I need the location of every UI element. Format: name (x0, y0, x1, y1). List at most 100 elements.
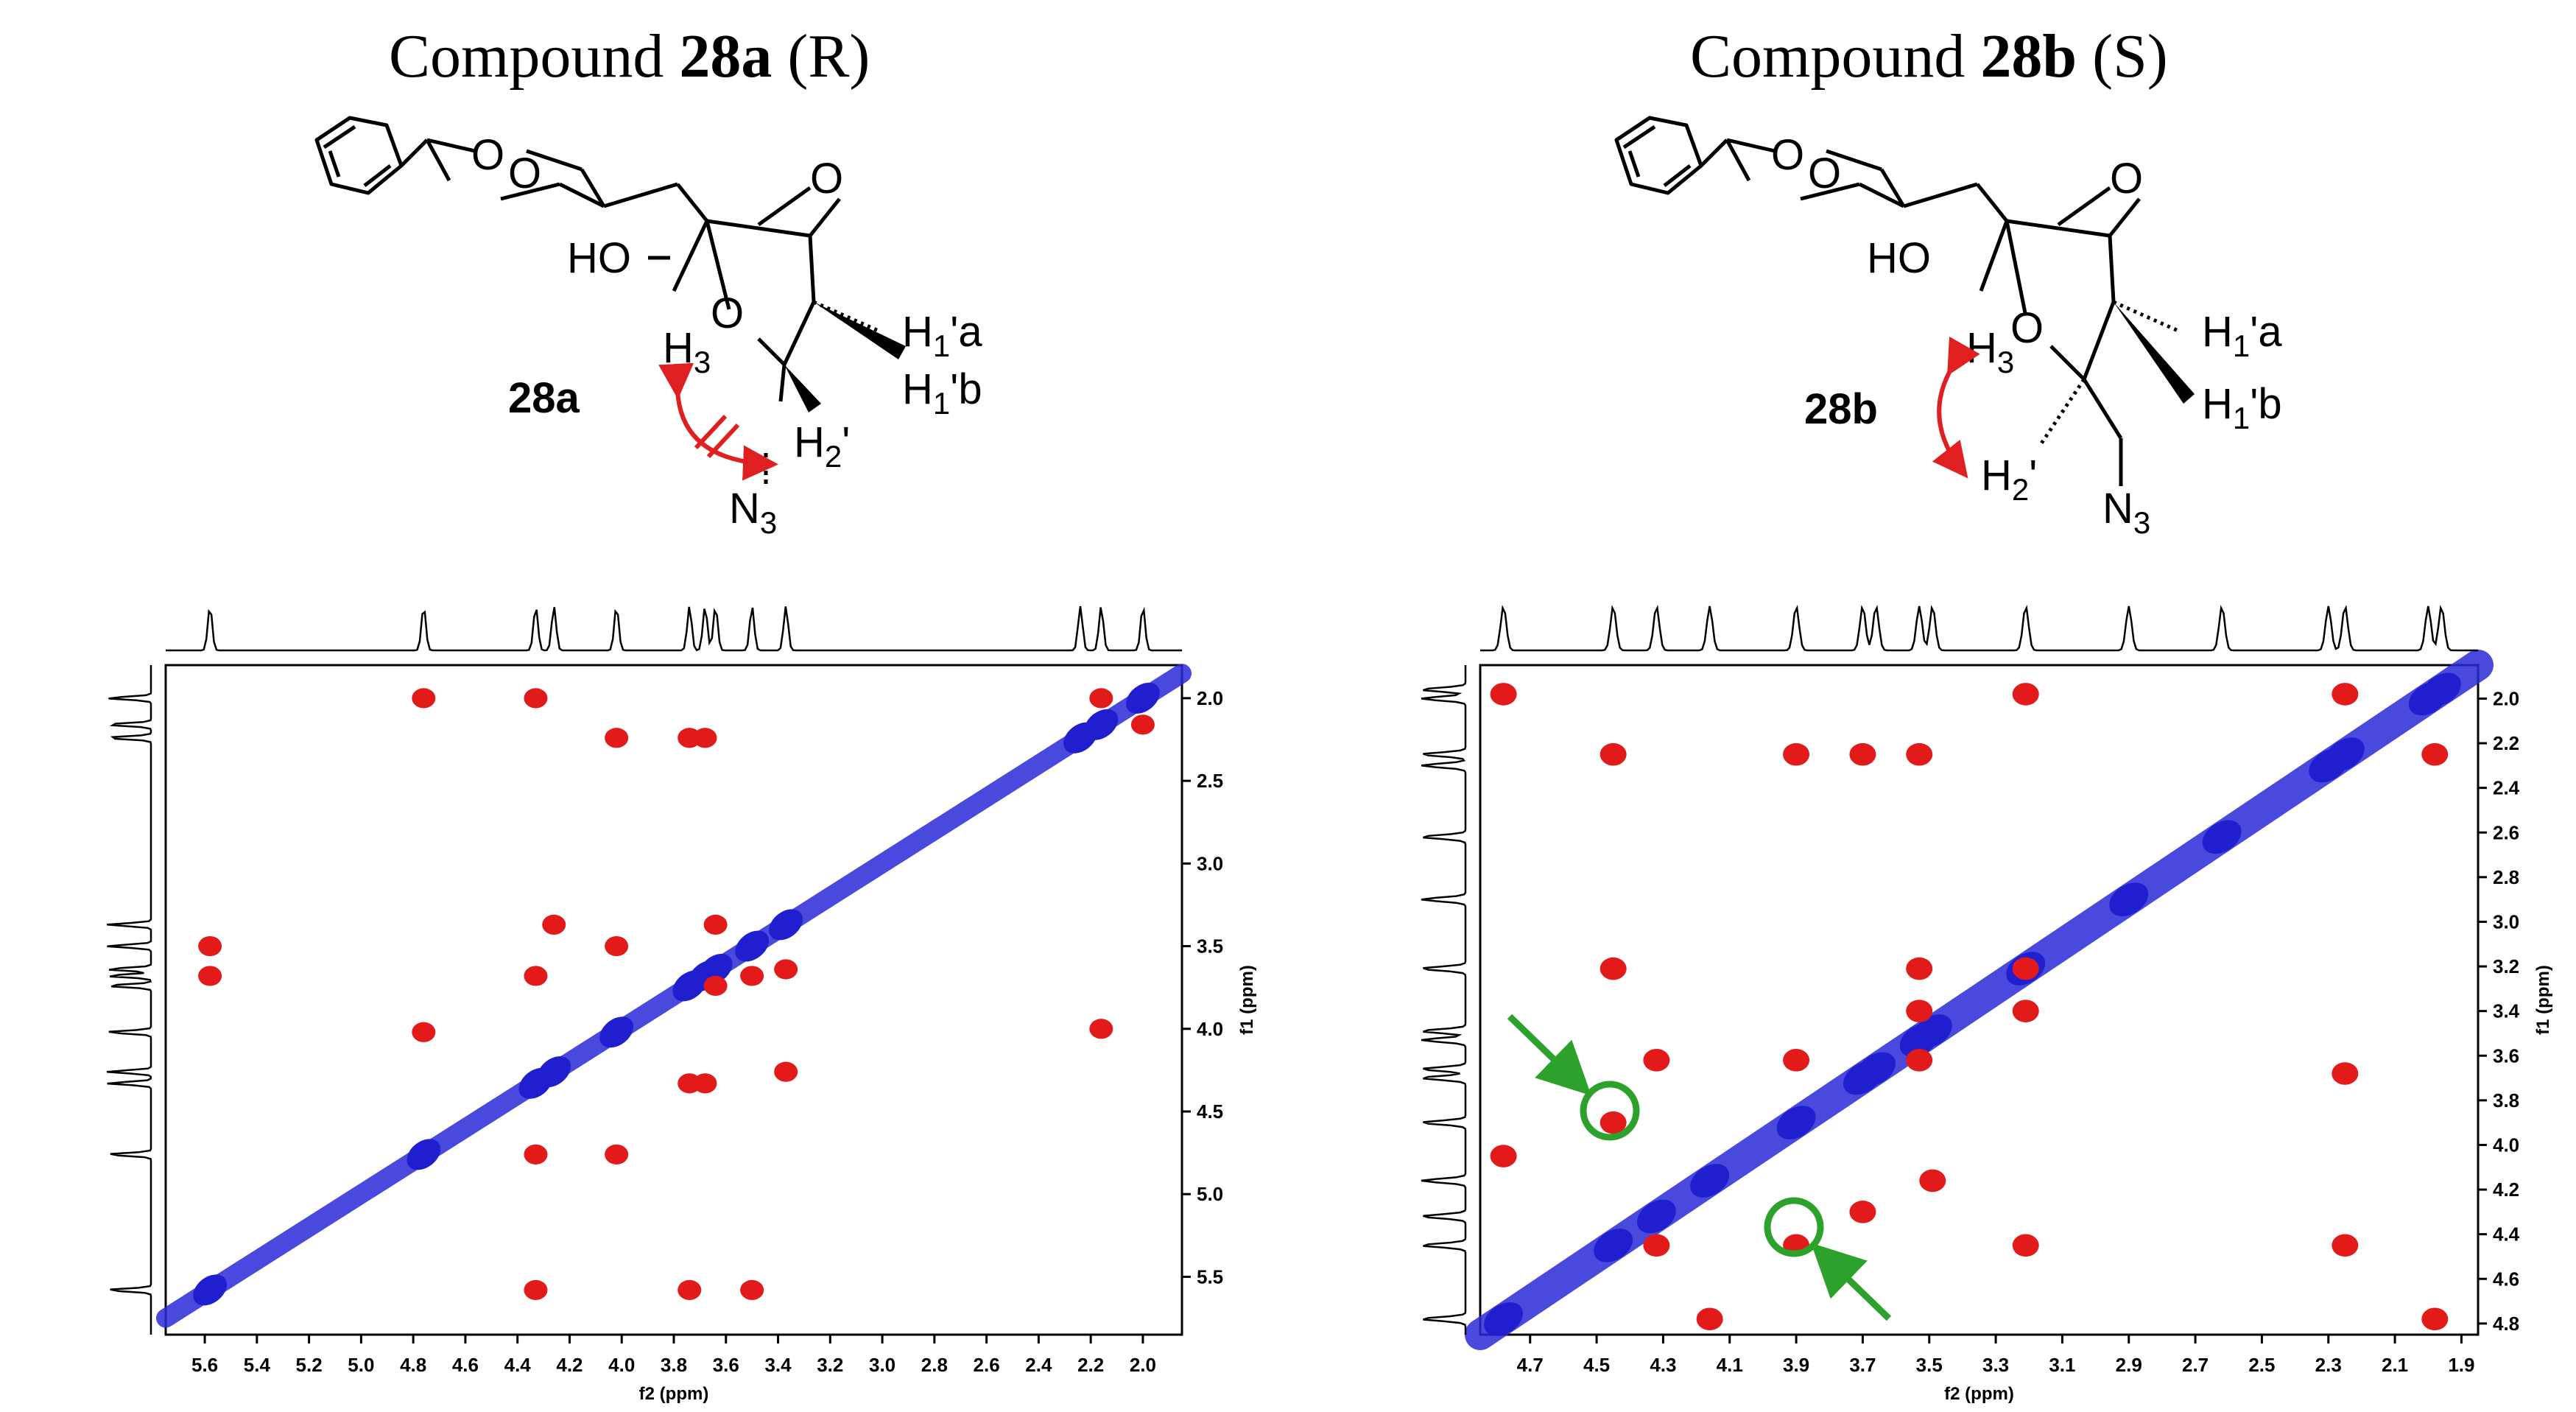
wedge-bond (2114, 302, 2195, 404)
y-tick-label: 5.5 (1197, 1265, 1223, 1288)
x-tick-label: 3.4 (764, 1354, 792, 1376)
cross-peak (1783, 742, 1810, 766)
y-tick-label: 2.4 (2493, 777, 2520, 799)
x-tick-label: 3.5 (1916, 1354, 1943, 1376)
y-tick-label: 4.6 (2493, 1268, 2519, 1290)
cross-peak (198, 966, 222, 986)
x-tick-label: 3.6 (713, 1354, 739, 1376)
bond (1903, 182, 1978, 208)
cross-peak (1600, 742, 1627, 766)
bond (782, 301, 816, 366)
bond (2082, 378, 2123, 440)
cross-peak (2012, 957, 2039, 980)
x-tick-label: 5.6 (191, 1354, 218, 1376)
oxygen-label: O (810, 155, 843, 203)
bond (1858, 182, 1905, 208)
cross-peak (1643, 1234, 1670, 1257)
bond (526, 149, 583, 172)
diagonal-peak (735, 930, 770, 962)
h1a-label: H1'a (902, 308, 982, 363)
h1a-label: H1'a (2202, 308, 2282, 363)
x-tick-label: 2.5 (2248, 1354, 2275, 1376)
diagonal-peak (1636, 1199, 1676, 1234)
bond (2006, 219, 2111, 238)
x-tick-label: 3.3 (1982, 1354, 2009, 1376)
bond (778, 364, 786, 402)
bond (1976, 183, 2008, 222)
cross-peak (1600, 1111, 1627, 1134)
bond (705, 220, 731, 310)
x-tick-label: 2.4 (1025, 1354, 1052, 1376)
y-tick-label: 4.0 (1197, 1018, 1223, 1040)
bond (757, 337, 786, 366)
diagonal-peak (2325, 737, 2365, 772)
oxygen-label: O (2110, 155, 2143, 203)
noesy-spectrum-28b: 4.7 4.5 4.3 4.1 3.9 3.7 3.5 3.3 3.1 2.9 2.7 2.5 2.3 2… (1421, 605, 2553, 1404)
x-tick-label: 2.9 (2116, 1354, 2142, 1376)
diagonal-peak (2421, 672, 2461, 707)
diagonal-peak (2202, 820, 2242, 854)
highlight-circle (1764, 1197, 1824, 1257)
y-tick-label: 3.2 (2493, 955, 2519, 977)
cross-peak (1130, 714, 1155, 735)
diagonal-peak (1690, 1164, 1730, 1198)
cross-peak (605, 1144, 629, 1165)
h1b-label: H1'b (902, 365, 982, 421)
cross-peak (524, 1144, 548, 1165)
x-tick-label: 2.6 (974, 1354, 1000, 1376)
cross-peak (1089, 688, 1113, 709)
phenyl-ring (314, 116, 404, 195)
side-projection-spectrum (107, 665, 152, 1335)
y-tick-label: 5.0 (1197, 1183, 1223, 1205)
bond (676, 183, 708, 222)
highlight-circle (1580, 1081, 1640, 1141)
cross-peak (2012, 1234, 2039, 1257)
cross-peak (1089, 1019, 1113, 1039)
molecule-28b (1614, 116, 2195, 486)
cross-peak (1849, 742, 1876, 766)
phenyl-double-bond (1622, 124, 1656, 150)
noe-arrow-absent (658, 362, 778, 481)
y-tick-label: 2.6 (2493, 821, 2519, 843)
cross-peak (1906, 957, 1933, 980)
compound-label-28b: 28b (1804, 385, 1878, 433)
x-axis-label: f2 (ppm) (639, 1384, 709, 1404)
bond (580, 168, 606, 208)
x-tick-label: 1.9 (2448, 1354, 2474, 1376)
oxygen-label: O (711, 289, 744, 337)
hash-bond (2038, 378, 2086, 447)
bond (2082, 301, 2116, 380)
bond (426, 138, 476, 153)
cross-peak (1490, 683, 1517, 706)
x-tick-label: 5.4 (244, 1354, 271, 1376)
oxygen-label: O (508, 150, 541, 197)
phenyl-double-bond (323, 124, 356, 150)
y-tick-label: 2.5 (1197, 770, 1223, 792)
bond (558, 182, 605, 208)
cross-peak (774, 959, 798, 980)
noesy-spectrum-28a: 5.6 5.4 5.2 5.0 4.8 4.6 4.4 4.2 4.0 3.8 3.6 3.4 3.2 3… (107, 605, 1257, 1404)
bond (2108, 235, 2116, 303)
oxygen-label: O (471, 131, 504, 179)
cross-peak (740, 966, 764, 986)
y-tick-label: 2.0 (1197, 687, 1223, 709)
x-tick-label: 3.2 (817, 1354, 843, 1376)
x-tick-label: 2.8 (921, 1354, 948, 1376)
cross-peak (1643, 1049, 1670, 1072)
bond (809, 197, 841, 237)
y-tick-label: 2.8 (2493, 866, 2519, 888)
y-tick-label: 3.8 (2493, 1089, 2519, 1111)
h3-label: H3 (1966, 324, 2014, 379)
bond (757, 186, 812, 227)
diagonal-peak (1857, 1052, 1896, 1086)
hash-bond (812, 300, 881, 334)
cross-peak (2421, 1307, 2449, 1331)
y-tick-label: 3.5 (1197, 935, 1223, 958)
diagonal-peak (1912, 1014, 1952, 1048)
x-tick-label: 5.0 (348, 1354, 374, 1376)
oxygen-label: O (2010, 304, 2044, 352)
bond (1725, 138, 1751, 182)
top-projection-spectrum (166, 605, 1182, 652)
x-tick-label: 3.1 (2049, 1354, 2075, 1376)
x-tick-label: 2.3 (2315, 1354, 2342, 1376)
